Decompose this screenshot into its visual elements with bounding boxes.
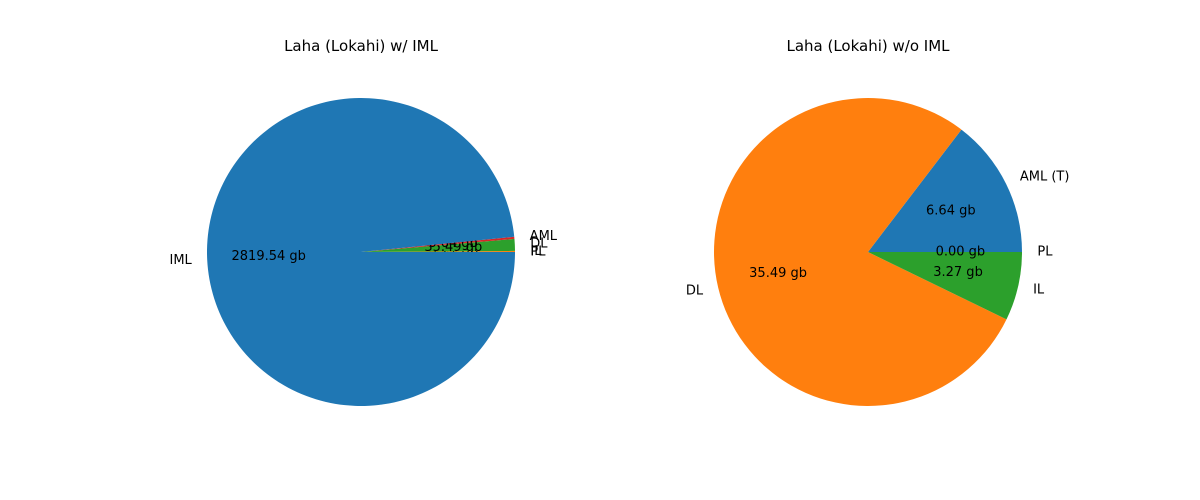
slice-label-aml: AML bbox=[530, 229, 558, 244]
slice-label-iml: IML bbox=[170, 253, 193, 268]
pie-slice-iml bbox=[207, 98, 516, 407]
slice-label-dl: DL bbox=[686, 284, 704, 299]
slice-label-dl: DL bbox=[530, 237, 548, 252]
chart-title-with-iml: Laha (Lokahi) w/ IML bbox=[284, 37, 439, 55]
pie-slice-aml bbox=[361, 236, 515, 252]
slice-value-dl: 35.49 gb bbox=[749, 266, 807, 281]
pie-slice-il bbox=[868, 252, 1022, 320]
pie-slice-aml-t bbox=[868, 129, 1022, 252]
slice-value-pl: 0.00 gb bbox=[936, 245, 986, 260]
slice-label-pl: PL bbox=[1037, 245, 1053, 260]
pie-slice-dl bbox=[361, 238, 515, 252]
chart-title-without-iml: Laha (Lokahi) w/o IML bbox=[786, 37, 950, 55]
slice-label-il: IL bbox=[1033, 283, 1045, 298]
slice-value-il: 3.27 gb bbox=[933, 265, 983, 280]
pie-slice-dl bbox=[714, 98, 1007, 406]
pie-slice-il bbox=[361, 250, 515, 252]
slice-label-pl: PL bbox=[530, 245, 546, 260]
pie-without-iml: AML (T) 6.64 gb DL 35.49 gb IL 3.27 gb PL 0.00 … bbox=[686, 98, 1069, 406]
slice-label-il: IL bbox=[530, 244, 542, 259]
slice-value-iml: 2819.54 gb bbox=[232, 249, 306, 264]
slice-value-aml-t: 6.64 gb bbox=[926, 204, 976, 219]
slice-label-aml-t: AML (T) bbox=[1020, 169, 1070, 184]
